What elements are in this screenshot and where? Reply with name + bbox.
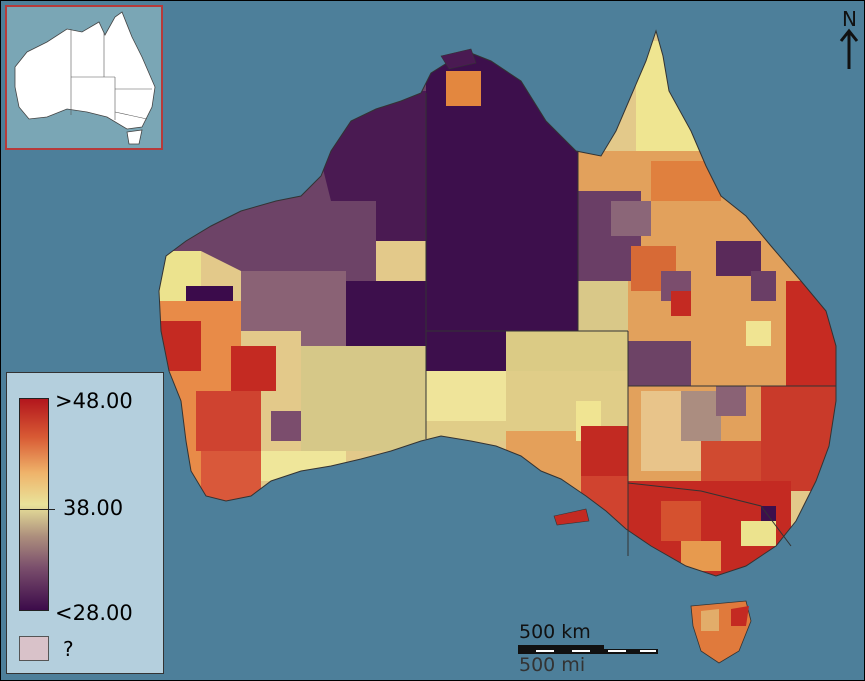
- legend-nodata-swatch: [19, 636, 49, 661]
- region-vic-east: [741, 521, 776, 546]
- region-nsw-coast: [761, 386, 836, 491]
- region-act: [761, 506, 776, 521]
- scale-bar-graphic: [518, 645, 658, 654]
- region-cape-york: [636, 41, 706, 151]
- region-qld-gulf: [611, 201, 651, 236]
- region-qld-red: [671, 291, 691, 316]
- australia-outline: [158, 29, 837, 577]
- scale-km-label: 500 km: [519, 621, 591, 643]
- north-arrow: N: [837, 7, 861, 71]
- region-wa-goldfields: [301, 346, 426, 451]
- region-nsw-pocket: [716, 386, 746, 416]
- inset-map-svg: [14, 11, 156, 145]
- scale-mi-label: 500 mi: [519, 654, 586, 676]
- region-nsw-central: [681, 391, 721, 441]
- state-borders: [425, 93, 836, 556]
- legend: >48.00 38.00 <28.00 ?: [6, 372, 164, 674]
- region-vic-west: [661, 501, 701, 541]
- region-wa-midwest: [231, 346, 276, 391]
- region-wa-central: [241, 271, 346, 351]
- region-qld-central-2: [751, 271, 776, 301]
- inset-locator-map: [5, 5, 163, 150]
- kangaroo-island: [553, 508, 590, 526]
- region-sa-apy: [506, 331, 628, 371]
- region-perth: [161, 321, 201, 371]
- tiwi-islands: [440, 48, 477, 70]
- north-arrow-icon: [839, 28, 859, 69]
- region-nt-south: [426, 331, 506, 371]
- tasmania-west: [701, 609, 719, 631]
- inset-australia: [14, 11, 156, 130]
- region-wa-ngaanyatjarra: [346, 281, 426, 346]
- region-qld-coast: [786, 281, 836, 386]
- legend-max-label: >48.00: [55, 389, 133, 413]
- tasmania-northeast: [731, 606, 749, 626]
- region-qld-central: [716, 241, 761, 276]
- region-great-southern: [201, 451, 261, 501]
- region-riverina: [701, 441, 761, 491]
- north-letter: N: [842, 7, 857, 31]
- region-wheatbelt: [196, 391, 261, 451]
- region-eyre: [506, 431, 581, 501]
- region-wa-pocket: [271, 411, 301, 441]
- region-sa-west: [426, 371, 506, 421]
- region-kimberley-east: [321, 91, 426, 241]
- region-melbourne: [681, 541, 721, 571]
- region-darwin: [446, 71, 481, 106]
- region-qld-yellow: [746, 321, 771, 346]
- scale-bar: 500 km 500 mi: [516, 623, 661, 677]
- australia-regions: [159, 31, 836, 576]
- legend-nodata-label: ?: [63, 637, 74, 661]
- legend-mid-label: 38.00: [63, 496, 124, 520]
- legend-colorbar: [19, 398, 49, 611]
- inset-tasmania: [126, 129, 143, 145]
- region-qld-channel: [628, 341, 691, 386]
- inset-borders: [70, 29, 152, 120]
- region-cairns: [651, 161, 721, 201]
- legend-mid-tick: [19, 509, 55, 510]
- region-esperance: [261, 451, 346, 481]
- legend-min-label: <28.00: [55, 601, 133, 625]
- region-qld-southwest: [578, 281, 628, 331]
